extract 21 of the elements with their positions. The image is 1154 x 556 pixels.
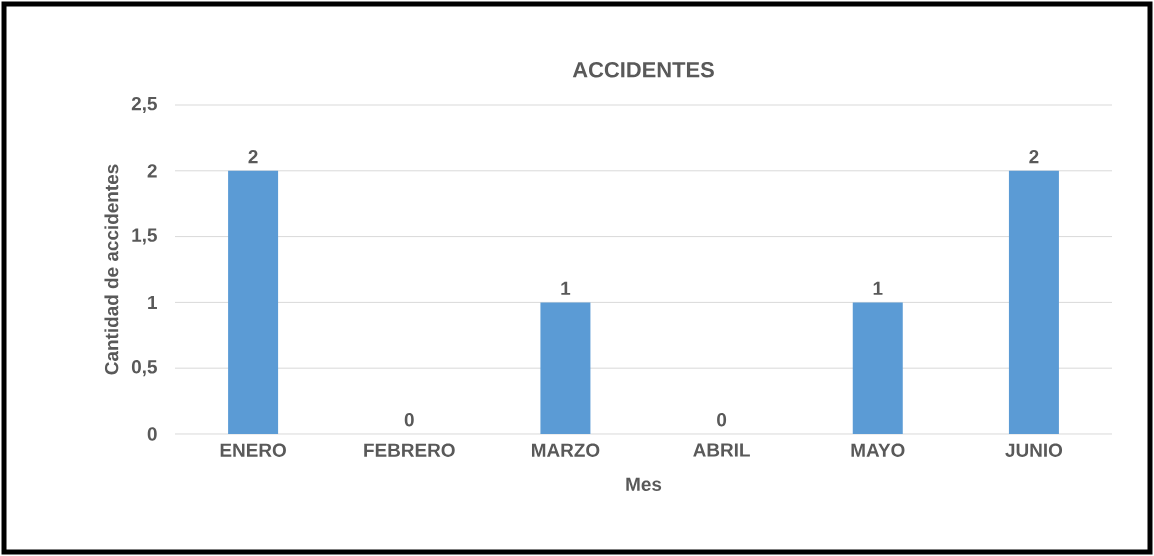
y-tick-label: 1 — [148, 295, 157, 309]
x-tick-label: JUNIO — [1005, 443, 1063, 457]
x-axis-title: Mes — [626, 477, 662, 491]
x-tick-label: ABRIL — [693, 443, 750, 457]
data-label: 2 — [248, 150, 258, 164]
y-tick-label: 2 — [147, 164, 157, 178]
data-label: 1 — [561, 281, 571, 295]
y-tick-label: 1,5 — [132, 228, 157, 245]
data-label: 1 — [873, 281, 883, 295]
x-tick-label: ENERO — [220, 443, 286, 457]
chart-title: ACCIDENTES — [572, 61, 714, 78]
y-axis-title: Cantidad de accidentes — [104, 164, 119, 375]
x-tick-label: MARZO — [532, 443, 600, 457]
y-tick-label: 0 — [147, 427, 157, 441]
y-tick-label: 2,5 — [131, 96, 157, 114]
x-tick-label: FEBRERO — [364, 443, 455, 457]
x-tick-label: MAYO — [851, 443, 905, 457]
data-label: 2 — [1029, 150, 1039, 164]
data-label: 0 — [717, 413, 727, 427]
data-label: 0 — [404, 413, 414, 427]
y-tick-label: 0,5 — [131, 360, 157, 377]
